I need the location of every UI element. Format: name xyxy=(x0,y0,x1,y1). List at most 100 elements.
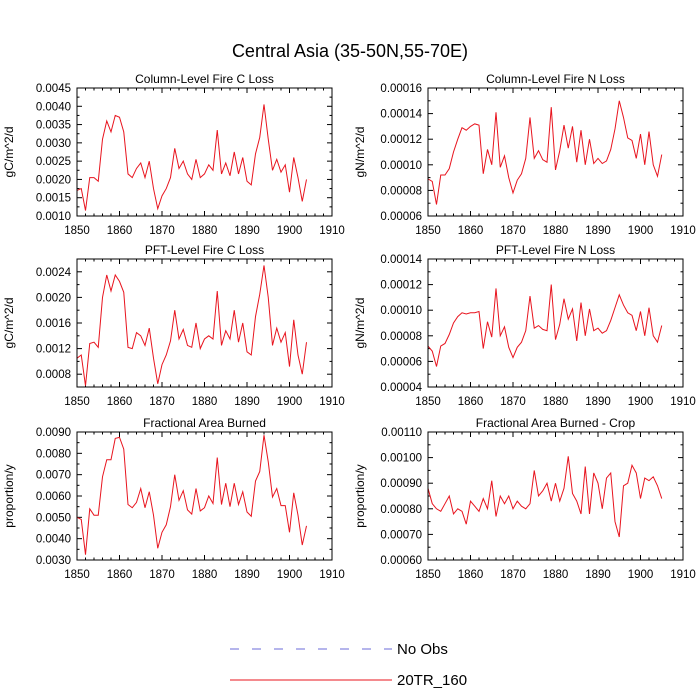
x-tick-label: 1890 xyxy=(585,396,611,408)
x-tick-label: 1850 xyxy=(415,396,441,408)
y-axis-label: gC/m^2/d xyxy=(2,298,16,349)
y-tick-label: 0.0025 xyxy=(36,156,71,168)
y-tick-label: 0.0020 xyxy=(36,292,71,304)
plot-frame xyxy=(427,87,684,217)
x-tick-label: 1910 xyxy=(670,396,696,408)
panel-column-level-fire-n-loss: Column-Level Fire N Loss gN/m^2/d 1850 1860… xyxy=(353,72,696,237)
x-tick-label: 1910 xyxy=(319,225,345,237)
panel-pft-level-fire-n-loss: PFT-Level Fire N Loss gN/m^2/d 1850 1860 187… xyxy=(353,243,696,408)
x-tick-label: 1910 xyxy=(319,396,345,408)
y-tick-label: 0.00008 xyxy=(380,185,422,197)
series-line-20tr-160 xyxy=(427,284,663,367)
series-line-20tr-160 xyxy=(76,435,307,555)
figure-title: Central Asia (35-50N,55-70E) xyxy=(232,41,468,61)
x-tick-label: 1900 xyxy=(628,396,654,408)
legend-label-20tr-160: 20TR_160 xyxy=(397,672,467,689)
x-tick-label: 1880 xyxy=(192,569,218,581)
series-line-20tr-160 xyxy=(76,265,307,386)
y-tick-label: 0.00012 xyxy=(380,280,422,292)
x-tick-label: 1860 xyxy=(107,225,133,237)
x-tick-label: 1870 xyxy=(500,569,526,581)
x-tick-label: 1860 xyxy=(107,396,133,408)
x-tick-label: 1910 xyxy=(319,569,345,581)
panel-fractional-area-burned: Fractional Area Burned proportion/y 1850 18… xyxy=(2,416,345,581)
x-tick-label: 1870 xyxy=(149,396,175,408)
y-tick-label: 0.00006 xyxy=(380,211,422,223)
y-axis-label: gN/m^2/d xyxy=(353,127,367,178)
plot-frame xyxy=(76,258,333,388)
y-tick-label: 0.00008 xyxy=(380,331,422,343)
y-tick-label: 0.0030 xyxy=(36,555,71,567)
x-tick-label: 1890 xyxy=(585,569,611,581)
y-tick-label: 0.00060 xyxy=(380,555,422,567)
x-tick-label: 1870 xyxy=(149,569,175,581)
panel-column-level-fire-c-loss: Column-Level Fire C Loss gC/m^2/d 1850 1860… xyxy=(2,72,345,237)
panel-fractional-area-burned-crop: Fractional Area Burned - Crop proportion/… xyxy=(353,416,696,581)
plot-frame xyxy=(76,87,333,217)
legend-label-no-obs: No Obs xyxy=(397,641,448,658)
x-tick-label: 1850 xyxy=(415,569,441,581)
panel-title: Column-Level Fire C Loss xyxy=(135,72,274,86)
y-tick-label: 0.00070 xyxy=(380,529,422,541)
y-tick-label: 0.0010 xyxy=(36,211,71,223)
y-tick-label: 0.0024 xyxy=(36,267,72,279)
y-tick-label: 0.00080 xyxy=(380,504,422,516)
panel-title: Fractional Area Burned xyxy=(143,416,266,430)
panel-title: Fractional Area Burned - Crop xyxy=(476,416,636,430)
y-tick-label: 0.00010 xyxy=(380,305,422,317)
panel-title: Column-Level Fire N Loss xyxy=(486,72,625,86)
y-tick-label: 0.0012 xyxy=(36,344,71,356)
y-tick-label: 0.00110 xyxy=(381,427,422,439)
x-tick-label: 1880 xyxy=(543,396,569,408)
legend: No Obs 20TR_160 xyxy=(230,641,467,689)
series-line-20tr-160 xyxy=(427,100,663,205)
x-tick-label: 1880 xyxy=(543,225,569,237)
x-tick-label: 1880 xyxy=(192,396,218,408)
x-tick-label: 1890 xyxy=(234,396,260,408)
y-tick-label: 0.00006 xyxy=(380,356,422,368)
y-tick-label: 0.00012 xyxy=(380,134,422,146)
x-tick-label: 1870 xyxy=(500,396,526,408)
y-tick-label: 0.0060 xyxy=(36,491,71,503)
y-tick-label: 0.0080 xyxy=(36,448,71,460)
y-tick-label: 0.0040 xyxy=(36,534,71,546)
x-tick-label: 1900 xyxy=(277,396,303,408)
x-tick-label: 1900 xyxy=(628,569,654,581)
y-tick-label: 0.0045 xyxy=(36,83,71,95)
y-axis-label: gN/m^2/d xyxy=(353,298,367,349)
x-tick-label: 1890 xyxy=(234,225,260,237)
y-tick-label: 0.00016 xyxy=(380,83,422,95)
x-tick-label: 1910 xyxy=(670,225,696,237)
y-tick-label: 0.0040 xyxy=(36,101,71,113)
series-line-20tr-160 xyxy=(76,104,307,211)
x-tick-label: 1890 xyxy=(585,225,611,237)
y-tick-label: 0.0050 xyxy=(36,512,71,524)
y-axis-label: proportion/y xyxy=(2,464,16,527)
plot-frame xyxy=(76,431,333,561)
x-tick-label: 1900 xyxy=(277,225,303,237)
x-tick-label: 1890 xyxy=(234,569,260,581)
x-tick-label: 1850 xyxy=(64,569,90,581)
x-tick-label: 1850 xyxy=(64,396,90,408)
y-tick-label: 0.00090 xyxy=(380,478,422,490)
plot-frame xyxy=(427,258,684,388)
x-tick-label: 1870 xyxy=(149,225,175,237)
y-axis-label: proportion/y xyxy=(353,464,367,527)
y-tick-label: 0.00014 xyxy=(380,254,422,266)
y-tick-label: 0.0015 xyxy=(36,193,71,205)
x-tick-label: 1910 xyxy=(670,569,696,581)
panel-pft-level-fire-c-loss: PFT-Level Fire C Loss gC/m^2/d 1850 1860 187… xyxy=(2,243,345,408)
y-tick-label: 0.0020 xyxy=(36,174,71,186)
y-tick-label: 0.0070 xyxy=(36,470,71,482)
series-line-20tr-160 xyxy=(427,456,663,538)
x-tick-label: 1850 xyxy=(415,225,441,237)
y-tick-label: 0.00010 xyxy=(380,160,422,172)
y-tick-label: 0.00014 xyxy=(380,109,422,121)
x-tick-label: 1860 xyxy=(458,396,484,408)
x-tick-label: 1860 xyxy=(458,225,484,237)
x-tick-label: 1880 xyxy=(192,225,218,237)
panel-title: PFT-Level Fire N Loss xyxy=(496,243,615,257)
plot-frame xyxy=(427,431,684,561)
y-tick-label: 0.0035 xyxy=(36,120,71,132)
